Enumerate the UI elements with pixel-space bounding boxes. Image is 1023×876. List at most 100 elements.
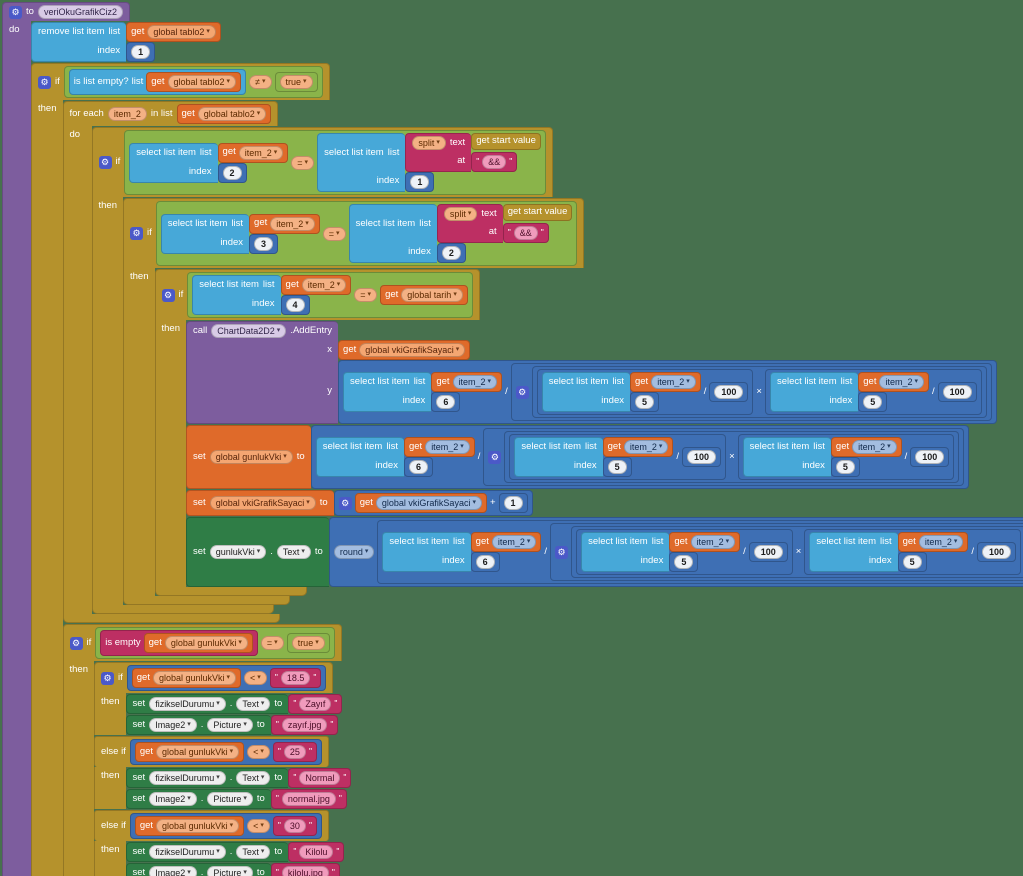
- text-field[interactable]: &&: [513, 226, 538, 240]
- select-list-item-block[interactable]: select list item list get item_2 ▾ index 3: [160, 213, 320, 254]
- get-variable-block[interactable]: get item_2 ▾: [858, 372, 929, 392]
- number-field[interactable]: 2: [222, 165, 242, 180]
- text-string-block[interactable]: " zayıf.jpg ": [270, 715, 339, 735]
- get-variable-block[interactable]: get item_2 ▾: [629, 372, 701, 392]
- dropdown-field[interactable]: Text ▾: [236, 697, 271, 711]
- division-block[interactable]: select list item list get item_2 ▾ index 5/100: [737, 434, 955, 480]
- select-list-item-block[interactable]: select list item list get item_2 ▾ index 5: [541, 372, 701, 412]
- number-field[interactable]: 100: [942, 385, 972, 399]
- dropdown-field[interactable]: global gunlukVki ▾: [156, 745, 240, 759]
- name-field[interactable]: veriOkuGrafikCiz2: [37, 5, 123, 19]
- number-block[interactable]: 3: [249, 233, 279, 254]
- block-header[interactable]: ⚙ if is list empty? list get global tablo2 ▾ ≠ ▾…: [31, 63, 330, 100]
- dropdown-field[interactable]: item_2 ▾: [623, 440, 669, 454]
- dropdown-field[interactable]: fizikselDurumu ▾: [149, 697, 226, 711]
- if-block[interactable]: ⚙ if select list item list get item_2 ▾ index 2 =…: [91, 127, 1023, 614]
- dropdown-field[interactable]: < ▾: [247, 745, 270, 759]
- dropdown-field[interactable]: item_2 ▾: [690, 535, 736, 549]
- dropdown-field[interactable]: item_2 ▾: [301, 278, 347, 292]
- get-variable-block[interactable]: get item_2 ▾: [830, 437, 902, 457]
- division-block[interactable]: select list item list get item_2 ▾ index 6/⚙ se…: [338, 360, 997, 424]
- dropdown-field[interactable]: Image2 ▾: [149, 718, 197, 732]
- dropdown-field[interactable]: global tablo2 ▾: [197, 107, 267, 121]
- dropdown-field[interactable]: split ▾: [412, 136, 446, 150]
- set-property-block[interactable]: set Image2 ▾. Picture ▾ to " normal.jpg ": [125, 789, 347, 809]
- block-header[interactable]: ⚙ if select list item list get item_2 ▾ index 2 =…: [91, 127, 553, 197]
- branch-header[interactable]: else if get global gunlukVki ▾ < ▾ " 25 ": [94, 736, 329, 767]
- set-property-block[interactable]: set fizikselDurumu ▾. Text ▾ to " Kilolu ": [125, 842, 345, 862]
- get-variable-block[interactable]: get item_2 ▾: [249, 213, 320, 234]
- mutator-gear-icon[interactable]: ⚙: [69, 636, 83, 650]
- get-variable-block[interactable]: get global tablo2 ▾: [126, 22, 221, 42]
- number-block[interactable]: 5: [830, 457, 860, 477]
- number-block[interactable]: 1: [126, 42, 156, 62]
- dropdown-field[interactable]: Text ▾: [236, 845, 271, 859]
- multiply-block[interactable]: ⚙ select list item list get item_2 ▾ index 5/10…: [510, 363, 992, 421]
- block-header[interactable]: ⚙ if select list item list get item_2 ▾ index 4 =…: [154, 269, 480, 320]
- mutator-gear-icon[interactable]: ⚙: [555, 545, 569, 559]
- compare-block[interactable]: select list item list get item_2 ▾ index 2 = ▾ se…: [124, 130, 546, 195]
- mutator-gear-icon[interactable]: ⚙: [9, 5, 22, 19]
- dropdown-field[interactable]: global gunlukVki ▾: [164, 636, 248, 650]
- set-property-block[interactable]: set Image2 ▾. Picture ▾ to " kilolu.jpg ": [125, 863, 340, 876]
- get-variable-block[interactable]: get item_2 ▾: [897, 532, 969, 552]
- mutator-gear-icon[interactable]: ⚙: [130, 227, 143, 240]
- dropdown-field[interactable]: item_2 ▾: [238, 145, 284, 160]
- number-block[interactable]: 100: [748, 542, 788, 562]
- get-variable-block[interactable]: get item_2 ▾: [403, 437, 475, 457]
- round-block[interactable]: round ▾ select list item list get item_2 ▾ inde…: [328, 517, 1023, 587]
- dropdown-field[interactable]: global gunlukVki ▾: [156, 819, 240, 833]
- number-block[interactable]: 5: [629, 392, 659, 412]
- dropdown-field[interactable]: = ▾: [260, 636, 284, 650]
- get-variable-block[interactable]: get item_2 ▾: [280, 275, 352, 295]
- multiply-inner[interactable]: select list item list get item_2 ▾ index 5/100…: [531, 366, 987, 418]
- text-field[interactable]: zayıf.jpg: [281, 718, 328, 732]
- compare-block[interactable]: select list item list get item_2 ▾ index 4 = ▾ ge…: [187, 272, 473, 318]
- get-variable-block[interactable]: get item_2 ▾: [470, 532, 542, 552]
- select-list-item-block[interactable]: select list item list get item_2 ▾ index 2: [129, 142, 289, 183]
- number-field[interactable]: 5: [607, 460, 627, 474]
- number-field[interactable]: 100: [687, 450, 717, 464]
- number-block[interactable]: 6: [431, 392, 461, 412]
- get-variable-block[interactable]: get global gunlukVki ▾: [143, 633, 253, 653]
- loop-variable-field[interactable]: item_2: [107, 107, 147, 121]
- get-variable-block[interactable]: get global vkiGrafikSayaci ▾: [354, 493, 487, 513]
- number-field[interactable]: 1: [131, 45, 151, 59]
- text-string-block[interactable]: " 25 ": [272, 742, 317, 762]
- dropdown-field[interactable]: Picture ▾: [207, 866, 253, 876]
- number-block[interactable]: 6: [470, 552, 500, 572]
- get-variable-block[interactable]: get global tablo2 ▾: [176, 104, 272, 124]
- block-header[interactable]: ⚙ to veriOkuGrafikCiz2: [2, 2, 130, 21]
- multiply-inner[interactable]: select list item list get item_2 ▾ index 5/100…: [504, 431, 960, 483]
- number-block[interactable]: 100: [977, 542, 1017, 562]
- dropdown-field[interactable]: global vkiGrafikSayaci ▾: [359, 343, 466, 357]
- dropdown-field[interactable]: global vkiGrafikSayaci ▾: [209, 496, 316, 510]
- number-block[interactable]: 100: [910, 447, 950, 467]
- number-field[interactable]: 3: [254, 236, 274, 251]
- number-field[interactable]: 4: [285, 298, 305, 312]
- set-property-block[interactable]: set Image2 ▾. Picture ▾ to " zayıf.jpg ": [125, 715, 339, 735]
- select-list-item-block[interactable]: select list item list get item_2 ▾ index 6: [315, 437, 475, 477]
- text-string-block[interactable]: " 18.5 ": [269, 668, 322, 688]
- get-variable-block[interactable]: get global gunlukVki ▾: [134, 816, 245, 836]
- number-field[interactable]: 100: [915, 450, 945, 464]
- for-each-block[interactable]: for each item_2 in list get global tablo2 ▾ do…: [62, 101, 1023, 623]
- block-header[interactable]: for each item_2 in list get global tablo2 ▾: [62, 101, 279, 126]
- set-variable-block[interactable]: set global vkiGrafikSayaci ▾ to ⚙ get global v…: [186, 490, 533, 516]
- dropdown-field[interactable]: Picture ▾: [207, 718, 253, 732]
- dropdown-field[interactable]: global vkiGrafikSayaci ▾: [375, 496, 482, 510]
- get-start-value-block[interactable]: get start value: [502, 204, 573, 221]
- select-list-item-block[interactable]: select list item list get item_2 ▾ index 6: [382, 532, 542, 572]
- compare-block[interactable]: is list empty? list get global tablo2 ▾ ≠ ▾ tru…: [63, 66, 323, 98]
- dropdown-field[interactable]: = ▾: [354, 288, 378, 302]
- number-field[interactable]: 5: [863, 395, 883, 409]
- text-field[interactable]: Zayıf: [299, 697, 332, 711]
- select-list-item-block[interactable]: select list item list split ▾ text get start …: [348, 204, 573, 263]
- number-block[interactable]: 6: [403, 457, 433, 477]
- select-list-item-block[interactable]: select list item list get item_2 ▾ index 4: [192, 275, 352, 315]
- select-list-item-block[interactable]: select list item list split ▾ text get start …: [317, 133, 541, 192]
- dropdown-field[interactable]: < ▾: [244, 671, 267, 685]
- block-header[interactable]: ⚙ if get global gunlukVki ▾ < ▾ " 18.5 ": [94, 662, 334, 693]
- dropdown-field[interactable]: split ▾: [443, 207, 478, 221]
